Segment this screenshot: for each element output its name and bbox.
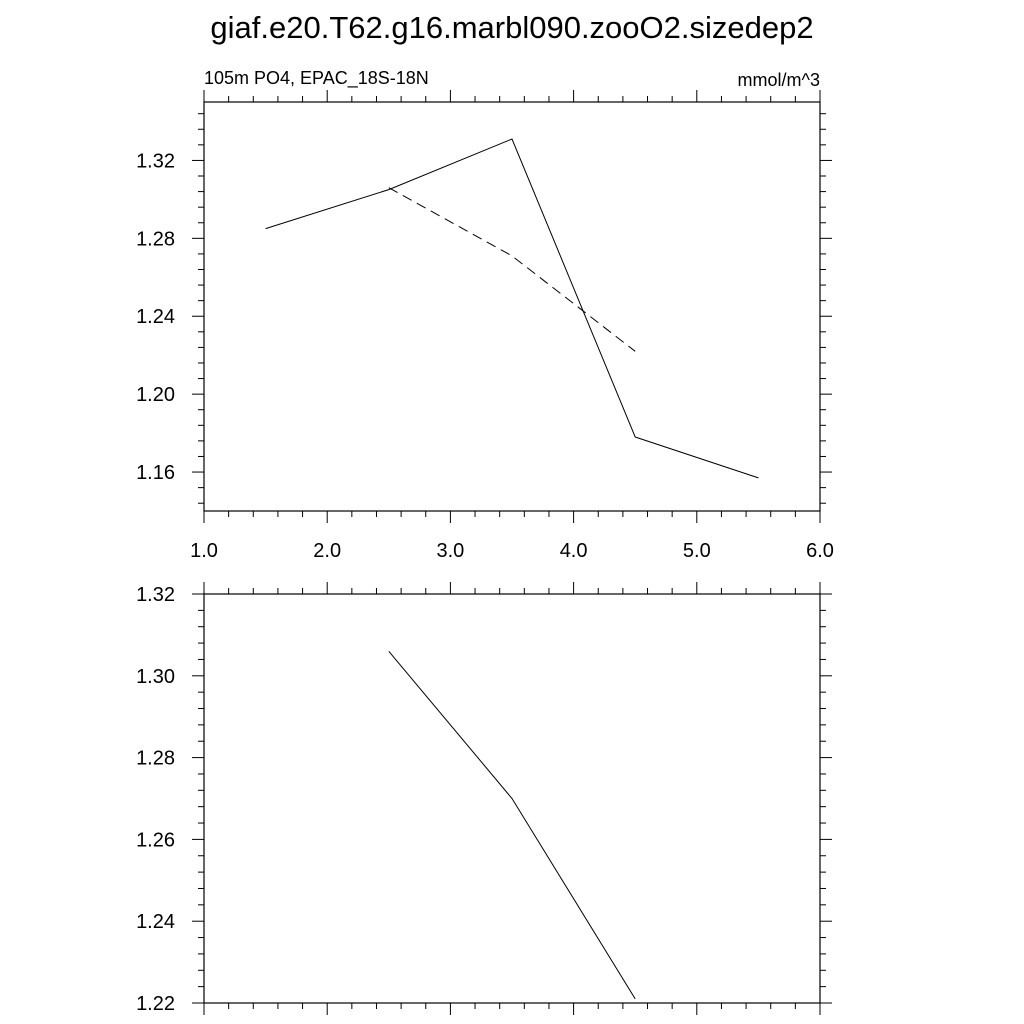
y-tick-label: 1.32 <box>136 584 175 606</box>
x-tick-label: 2.0 <box>313 540 341 562</box>
y-tick-label: 1.30 <box>136 666 175 688</box>
top-panel-left-label: 105m PO4, EPAC_18S-18N <box>204 68 429 89</box>
y-tick-label: 1.20 <box>136 384 175 406</box>
y-axis-ticks: 1.16 1.20 1.24 1.28 1.32 <box>136 113 832 504</box>
chart-title: giaf.e20.T62.g16.marbl090.zooO2.sizedep2 <box>210 10 813 45</box>
bottom-panel: 1.22 1.24 1.26 1.28 1.30 1.32 <box>136 582 832 1015</box>
x-tick-label: 5.0 <box>683 540 711 562</box>
series-line-2 <box>388 187 636 352</box>
y-tick-label: 1.32 <box>136 150 175 172</box>
top-panel: 105m PO4, EPAC_18S-18N mmol/m^3 1.0 2.0 3.… <box>136 68 834 562</box>
y-tick-label: 1.24 <box>136 911 175 933</box>
y-axis-ticks: 1.22 1.24 1.26 1.28 1.30 1.32 <box>136 584 832 1015</box>
y-tick-label: 1.24 <box>136 306 175 328</box>
x-axis-ticks: 1.0 2.0 3.0 4.0 5.0 6.0 <box>190 90 834 562</box>
y-tick-label: 1.28 <box>136 228 175 250</box>
top-panel-right-label: mmol/m^3 <box>738 70 820 90</box>
series-line-1 <box>388 650 636 1000</box>
series-line-1 <box>265 138 759 479</box>
x-tick-label: 3.0 <box>436 540 464 562</box>
y-tick-label: 1.22 <box>136 993 175 1015</box>
plot-frame <box>203 593 821 1004</box>
y-tick-label: 1.28 <box>136 748 175 770</box>
y-tick-label: 1.26 <box>136 829 175 851</box>
x-tick-label: 4.0 <box>560 540 588 562</box>
plot-frame <box>203 101 821 512</box>
x-axis-ticks <box>203 582 821 1015</box>
x-tick-label: 6.0 <box>806 540 834 562</box>
x-tick-label: 1.0 <box>190 540 218 562</box>
y-tick-label: 1.16 <box>136 462 175 484</box>
